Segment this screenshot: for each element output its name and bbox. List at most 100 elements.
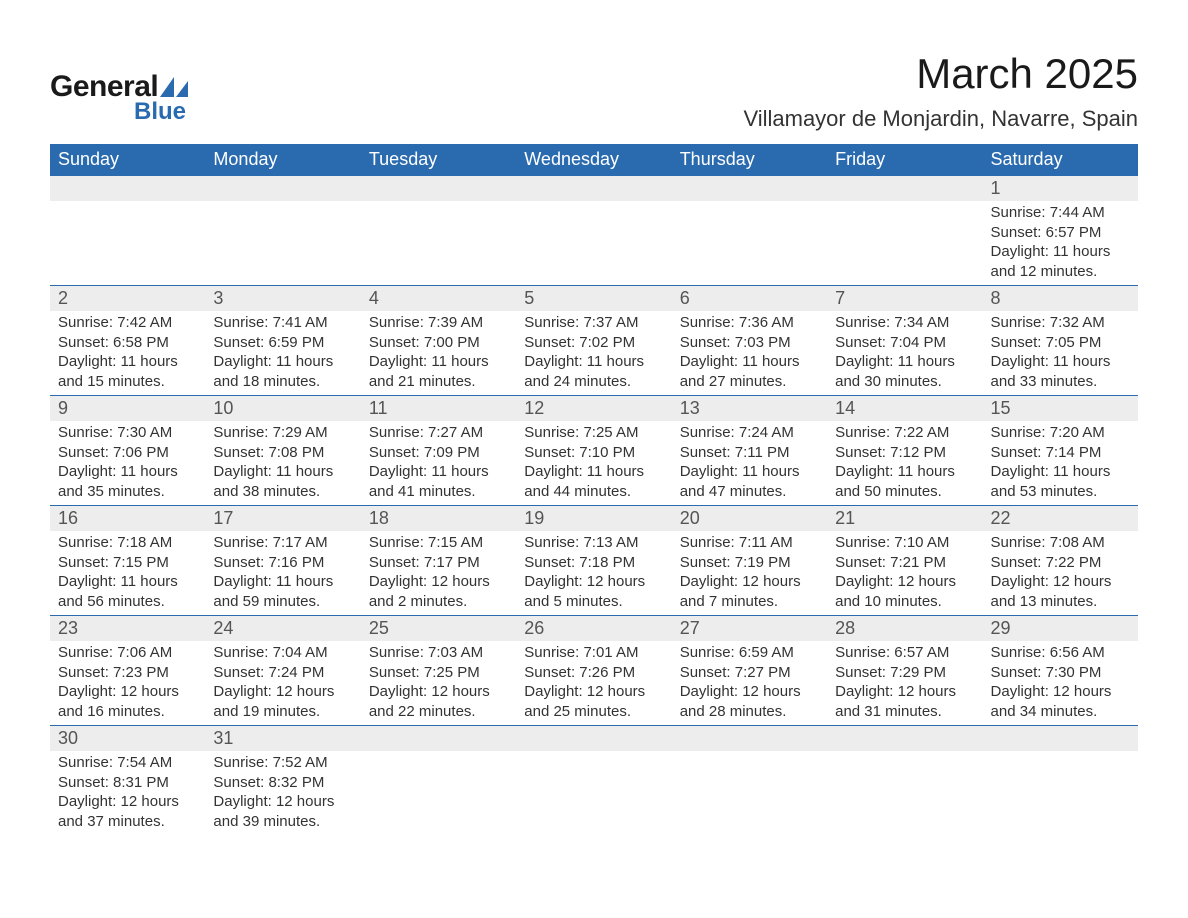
day-number: 2 xyxy=(50,286,205,311)
calendar-body: 1Sunrise: 7:44 AMSunset: 6:57 PMDaylight… xyxy=(50,176,1138,836)
day-body-cell: Sunrise: 7:04 AMSunset: 7:24 PMDaylight:… xyxy=(205,641,360,726)
day-day1: Daylight: 12 hours xyxy=(213,682,352,702)
day-body-cell xyxy=(827,201,982,286)
day-number: 10 xyxy=(205,396,360,421)
header-row: General Blue March 2025 Villamayor de Mo… xyxy=(50,50,1138,132)
weekday-header: Sunday xyxy=(50,144,205,176)
day-number-cell: 22 xyxy=(983,506,1138,532)
day-sunrise: Sunrise: 7:25 AM xyxy=(524,423,663,443)
day-sunrise: Sunrise: 7:54 AM xyxy=(58,753,197,773)
day-day2: and 34 minutes. xyxy=(991,702,1130,722)
day-day2: and 21 minutes. xyxy=(369,372,508,392)
day-sunrise: Sunrise: 7:04 AM xyxy=(213,643,352,663)
day-sunset: Sunset: 7:26 PM xyxy=(524,663,663,683)
day-number: 9 xyxy=(50,396,205,421)
day-sunset: Sunset: 7:00 PM xyxy=(369,333,508,353)
sail-icon xyxy=(160,77,188,97)
day-body: Sunrise: 7:24 AMSunset: 7:11 PMDaylight:… xyxy=(672,421,827,505)
day-day2: and 31 minutes. xyxy=(835,702,974,722)
day-sunset: Sunset: 7:30 PM xyxy=(991,663,1130,683)
day-sunrise: Sunrise: 7:10 AM xyxy=(835,533,974,553)
day-number: 1 xyxy=(983,176,1138,201)
day-number-cell: 1 xyxy=(983,176,1138,202)
day-sunrise: Sunrise: 6:59 AM xyxy=(680,643,819,663)
day-number-cell: 9 xyxy=(50,396,205,422)
title-block: March 2025 Villamayor de Monjardin, Nava… xyxy=(743,50,1138,132)
day-number: 25 xyxy=(361,616,516,641)
calendar-table: SundayMondayTuesdayWednesdayThursdayFrid… xyxy=(50,144,1138,835)
day-sunrise: Sunrise: 7:41 AM xyxy=(213,313,352,333)
day-number-cell: 13 xyxy=(672,396,827,422)
day-body-cell: Sunrise: 7:20 AMSunset: 7:14 PMDaylight:… xyxy=(983,421,1138,506)
day-number-cell: 12 xyxy=(516,396,671,422)
day-body-cell xyxy=(672,201,827,286)
day-body-cell xyxy=(983,751,1138,835)
day-sunrise: Sunrise: 7:13 AM xyxy=(524,533,663,553)
day-day2: and 47 minutes. xyxy=(680,482,819,502)
day-day2: and 27 minutes. xyxy=(680,372,819,392)
day-sunset: Sunset: 7:21 PM xyxy=(835,553,974,573)
day-number-cell: 7 xyxy=(827,286,982,312)
day-body-cell: Sunrise: 7:39 AMSunset: 7:00 PMDaylight:… xyxy=(361,311,516,396)
day-body-row: Sunrise: 7:18 AMSunset: 7:15 PMDaylight:… xyxy=(50,531,1138,616)
day-sunrise: Sunrise: 7:01 AM xyxy=(524,643,663,663)
day-body-cell: Sunrise: 7:25 AMSunset: 7:10 PMDaylight:… xyxy=(516,421,671,506)
day-sunset: Sunset: 7:08 PM xyxy=(213,443,352,463)
day-body-cell: Sunrise: 7:15 AMSunset: 7:17 PMDaylight:… xyxy=(361,531,516,616)
day-body xyxy=(516,201,671,281)
day-number-cell: 24 xyxy=(205,616,360,642)
day-day1: Daylight: 11 hours xyxy=(213,572,352,592)
day-number xyxy=(205,176,360,200)
logo-text-blue: Blue xyxy=(134,98,188,126)
day-number: 24 xyxy=(205,616,360,641)
day-number-cell: 8 xyxy=(983,286,1138,312)
day-number: 17 xyxy=(205,506,360,531)
day-body-cell: Sunrise: 7:01 AMSunset: 7:26 PMDaylight:… xyxy=(516,641,671,726)
day-day1: Daylight: 11 hours xyxy=(524,462,663,482)
day-day2: and 15 minutes. xyxy=(58,372,197,392)
day-body xyxy=(672,201,827,281)
day-number: 8 xyxy=(983,286,1138,311)
day-body: Sunrise: 7:20 AMSunset: 7:14 PMDaylight:… xyxy=(983,421,1138,505)
day-sunset: Sunset: 7:27 PM xyxy=(680,663,819,683)
weekday-header: Thursday xyxy=(672,144,827,176)
day-day1: Daylight: 11 hours xyxy=(991,352,1130,372)
day-day2: and 30 minutes. xyxy=(835,372,974,392)
day-body-cell: Sunrise: 7:30 AMSunset: 7:06 PMDaylight:… xyxy=(50,421,205,506)
day-number-cell: 15 xyxy=(983,396,1138,422)
day-body-cell xyxy=(516,751,671,835)
day-day1: Daylight: 12 hours xyxy=(991,682,1130,702)
day-number: 7 xyxy=(827,286,982,311)
day-body: Sunrise: 7:18 AMSunset: 7:15 PMDaylight:… xyxy=(50,531,205,615)
day-body-cell: Sunrise: 7:34 AMSunset: 7:04 PMDaylight:… xyxy=(827,311,982,396)
day-body: Sunrise: 6:59 AMSunset: 7:27 PMDaylight:… xyxy=(672,641,827,725)
day-day1: Daylight: 11 hours xyxy=(213,352,352,372)
day-sunrise: Sunrise: 7:42 AM xyxy=(58,313,197,333)
day-day1: Daylight: 12 hours xyxy=(524,682,663,702)
weekday-header: Saturday xyxy=(983,144,1138,176)
day-body: Sunrise: 7:25 AMSunset: 7:10 PMDaylight:… xyxy=(516,421,671,505)
weekday-row: SundayMondayTuesdayWednesdayThursdayFrid… xyxy=(50,144,1138,176)
day-body: Sunrise: 7:04 AMSunset: 7:24 PMDaylight:… xyxy=(205,641,360,725)
day-body-row: Sunrise: 7:44 AMSunset: 6:57 PMDaylight:… xyxy=(50,201,1138,286)
day-number-row: 2345678 xyxy=(50,286,1138,312)
day-number-row: 1 xyxy=(50,176,1138,202)
day-number xyxy=(361,176,516,200)
day-number xyxy=(50,176,205,200)
day-body: Sunrise: 6:57 AMSunset: 7:29 PMDaylight:… xyxy=(827,641,982,725)
day-day1: Daylight: 12 hours xyxy=(369,572,508,592)
day-body-cell xyxy=(361,751,516,835)
day-number: 26 xyxy=(516,616,671,641)
day-number-cell: 10 xyxy=(205,396,360,422)
day-number-cell xyxy=(827,176,982,202)
day-number xyxy=(361,726,516,750)
day-body-cell xyxy=(516,201,671,286)
day-body: Sunrise: 7:30 AMSunset: 7:06 PMDaylight:… xyxy=(50,421,205,505)
day-number-cell: 2 xyxy=(50,286,205,312)
day-day1: Daylight: 11 hours xyxy=(835,462,974,482)
day-body: Sunrise: 7:15 AMSunset: 7:17 PMDaylight:… xyxy=(361,531,516,615)
day-number xyxy=(827,726,982,750)
day-sunset: Sunset: 7:19 PM xyxy=(680,553,819,573)
day-body-cell: Sunrise: 7:32 AMSunset: 7:05 PMDaylight:… xyxy=(983,311,1138,396)
day-number: 12 xyxy=(516,396,671,421)
